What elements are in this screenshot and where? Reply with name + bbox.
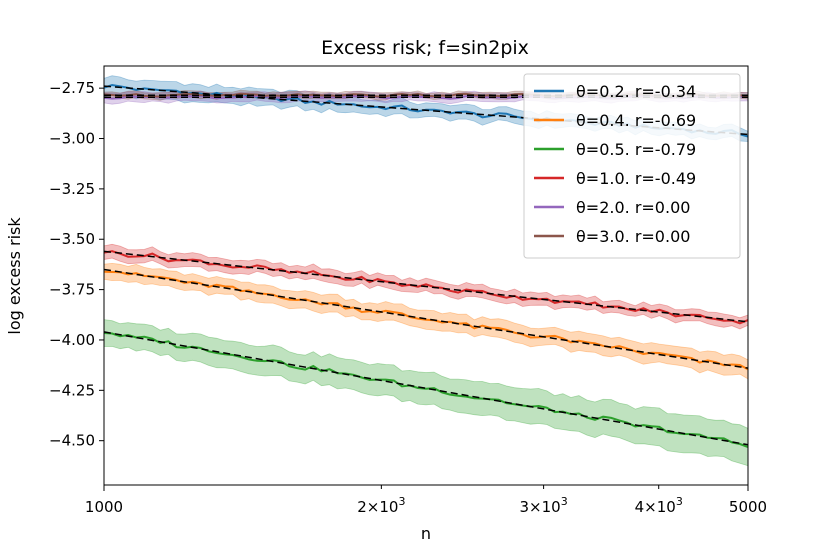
y-tick-label: −4.25 [49, 381, 95, 399]
fit-lines [103, 85, 749, 446]
x-axis: 1000 2×103 3×103 4×103 5000 [85, 485, 767, 516]
x-tick-exponent: 3 [561, 495, 568, 508]
chart-title: Excess risk; f=sin2pix [321, 37, 529, 59]
fit-line [103, 268, 749, 369]
legend-entry: θ=0.4. r=-0.69 [576, 111, 696, 130]
y-tick-label: −3.00 [49, 130, 95, 148]
x-axis-label: n [421, 524, 431, 543]
x-tick-label: 2×103 [357, 495, 405, 516]
y-tick-label: −3.75 [49, 281, 95, 299]
legend-box [523, 73, 741, 259]
plot-frame [103, 65, 749, 486]
x-tick-label: 4×103 [635, 495, 683, 516]
series-line [103, 250, 749, 325]
fit-line [103, 85, 749, 136]
y-axis-label: log excess risk [5, 217, 24, 335]
y-axis: −2.75 −3.00 −3.25 −3.50 −3.75 −4.00 −4.25 −4.50 [49, 79, 104, 450]
x-tick-label: 5000 [729, 498, 767, 516]
y-tick-label: −4.50 [49, 432, 95, 450]
legend-entry: θ=3.0. r=0.00 [576, 227, 690, 246]
x-tick-label: 1000 [85, 498, 123, 516]
x-tick-exponent: 3 [398, 495, 405, 508]
legend-entry: θ=0.5. r=-0.79 [576, 140, 696, 159]
legend-entry: θ=1.0. r=-0.49 [576, 169, 696, 188]
y-tick-label: −2.75 [49, 79, 95, 97]
legend: θ=0.2. r=-0.34 θ=0.4. r=-0.69 θ=0.5. r=-0.… [523, 73, 741, 259]
series-band [103, 319, 749, 467]
fit-line [103, 250, 749, 323]
y-tick-label: −3.25 [49, 180, 95, 198]
x-tick-exponent: 3 [676, 495, 683, 508]
fit-line [103, 331, 749, 446]
series-line [103, 270, 749, 371]
y-tick-label: −4.00 [49, 331, 95, 349]
y-tick-label: −3.50 [49, 230, 95, 248]
legend-entry: θ=2.0. r=0.00 [576, 198, 690, 217]
x-tick-label: 3×103 [519, 495, 567, 516]
legend-entry: θ=0.2. r=-0.34 [576, 82, 696, 101]
